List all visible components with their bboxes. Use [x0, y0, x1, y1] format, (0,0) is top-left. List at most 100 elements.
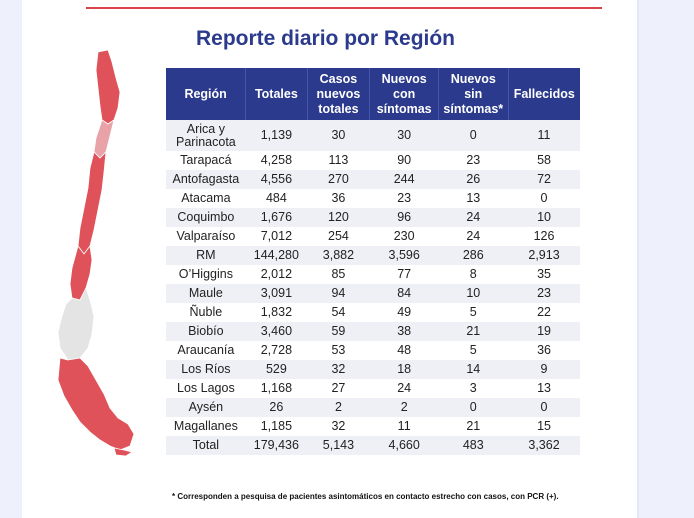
cell-con: 2 — [369, 398, 439, 417]
cell-totales: 26 — [245, 398, 308, 417]
cell-totales: 1,168 — [245, 379, 308, 398]
table-row: Los Lagos 1,168 27 24 3 13 — [166, 379, 580, 398]
header-totales: Totales — [245, 68, 308, 120]
cell-fallecidos: 10 — [508, 208, 580, 227]
cell-casos: 32 — [307, 417, 370, 436]
map-north-regions — [95, 49, 121, 125]
cell-con: 90 — [369, 151, 439, 170]
cell-fallecidos: 19 — [508, 322, 580, 341]
cell-region: Los Ríos — [166, 360, 246, 379]
map-central-north-regions — [77, 150, 107, 255]
page-title: Reporte diario por Región — [196, 27, 456, 50]
table-row: Araucanía 2,728 53 48 5 36 — [166, 341, 580, 360]
cell-con: 30 — [369, 120, 439, 151]
cell-con: 230 — [369, 227, 439, 246]
cell-con: 18 — [369, 360, 439, 379]
right-margin-divider — [637, 0, 639, 518]
map-southern-tip — [113, 447, 133, 457]
cell-totales: 3,460 — [245, 322, 308, 341]
cell-region: Araucanía — [166, 341, 246, 360]
cell-sin: 0 — [438, 120, 509, 151]
table-row: Maule 3,091 94 84 10 23 — [166, 284, 580, 303]
cell-sin: 5 — [438, 341, 509, 360]
map-central-regions — [69, 244, 93, 301]
cell-con: 244 — [369, 170, 439, 189]
table-row: Aysén 26 2 2 0 0 — [166, 398, 580, 417]
cell-totales: 529 — [245, 360, 308, 379]
cell-totales: 484 — [245, 189, 308, 208]
table-row: Ñuble 1,832 54 49 5 22 — [166, 303, 580, 322]
cell-con: 77 — [369, 265, 439, 284]
cell-fallecidos: 22 — [508, 303, 580, 322]
cell-sin: 5 — [438, 303, 509, 322]
cell-con: 24 — [369, 379, 439, 398]
cell-fallecidos: 15 — [508, 417, 580, 436]
cell-fallecidos: 2,913 — [508, 246, 580, 265]
table-row: Atacama 484 36 23 13 0 — [166, 189, 580, 208]
cell-fallecidos: 36 — [508, 341, 580, 360]
cell-casos: 85 — [307, 265, 370, 284]
cell-region: Atacama — [166, 189, 246, 208]
cell-fallecidos: 23 — [508, 284, 580, 303]
cell-con: 4,660 — [369, 436, 439, 455]
table-row: Arica y Parinacota 1,139 30 30 0 11 — [166, 120, 580, 151]
cell-sin: 21 — [438, 322, 509, 341]
header-region: Región — [166, 68, 247, 120]
cell-totales: 2,012 — [245, 265, 308, 284]
cell-casos: 27 — [307, 379, 370, 398]
cell-casos: 32 — [307, 360, 370, 379]
cell-totales: 144,280 — [245, 246, 308, 265]
cell-casos: 30 — [307, 120, 370, 151]
cell-totales: 1,139 — [245, 120, 308, 151]
cell-casos: 53 — [307, 341, 370, 360]
right-margin-panel — [639, 0, 694, 518]
header-nuevos-con-sintomas: Nuevos con síntomas — [369, 68, 439, 120]
table-row: Tarapacá 4,258 113 90 23 58 — [166, 151, 580, 170]
cell-sin: 26 — [438, 170, 509, 189]
cell-fallecidos: 13 — [508, 379, 580, 398]
cell-casos: 254 — [307, 227, 370, 246]
cell-con: 3,596 — [369, 246, 439, 265]
cell-con: 84 — [369, 284, 439, 303]
table-header-row: Región Totales Casos nuevos totales Nuev… — [166, 68, 580, 120]
map-south-regions — [57, 357, 135, 451]
cell-region: O’Higgins — [166, 265, 246, 284]
table-total-row: Total 179,436 5,143 4,660 483 3,362 — [166, 436, 580, 455]
cell-casos: 2 — [307, 398, 370, 417]
cell-region: Maule — [166, 284, 246, 303]
table-row: O’Higgins 2,012 85 77 8 35 — [166, 265, 580, 284]
cell-casos: 120 — [307, 208, 370, 227]
cell-region: Total — [166, 436, 246, 455]
header-nuevos-sin-sintomas: Nuevos sin síntomas* — [438, 68, 509, 120]
cell-con: 23 — [369, 189, 439, 208]
cell-fallecidos: 0 — [508, 189, 580, 208]
cell-totales: 1,185 — [245, 417, 308, 436]
cell-region: Aysén — [166, 398, 246, 417]
cell-fallecidos: 3,362 — [508, 436, 580, 455]
cell-totales: 179,436 — [245, 436, 308, 455]
footnote: * Corresponden a pesquisa de pacientes a… — [172, 492, 559, 501]
cell-region: Ñuble — [166, 303, 246, 322]
cell-fallecidos: 72 — [508, 170, 580, 189]
cell-sin: 0 — [438, 398, 509, 417]
table-row: Antofagasta 4,556 270 244 26 72 — [166, 170, 580, 189]
cell-fallecidos: 0 — [508, 398, 580, 417]
cell-sin: 23 — [438, 151, 509, 170]
cell-region: Biobío — [166, 322, 246, 341]
cell-totales: 1,832 — [245, 303, 308, 322]
cell-casos: 270 — [307, 170, 370, 189]
cell-con: 48 — [369, 341, 439, 360]
cell-sin: 13 — [438, 189, 509, 208]
cell-totales: 7,012 — [245, 227, 308, 246]
map-grey-regions — [57, 286, 95, 361]
cell-sin: 21 — [438, 417, 509, 436]
cell-region: Magallanes — [166, 417, 246, 436]
cell-casos: 94 — [307, 284, 370, 303]
cell-region: Los Lagos — [166, 379, 246, 398]
cell-region: Tarapacá — [166, 151, 246, 170]
table-row: Coquimbo 1,676 120 96 24 10 — [166, 208, 580, 227]
cell-sin: 286 — [438, 246, 509, 265]
header-casos-nuevos: Casos nuevos totales — [307, 68, 371, 120]
chile-region-map — [57, 49, 135, 457]
cell-fallecidos: 11 — [508, 120, 580, 151]
